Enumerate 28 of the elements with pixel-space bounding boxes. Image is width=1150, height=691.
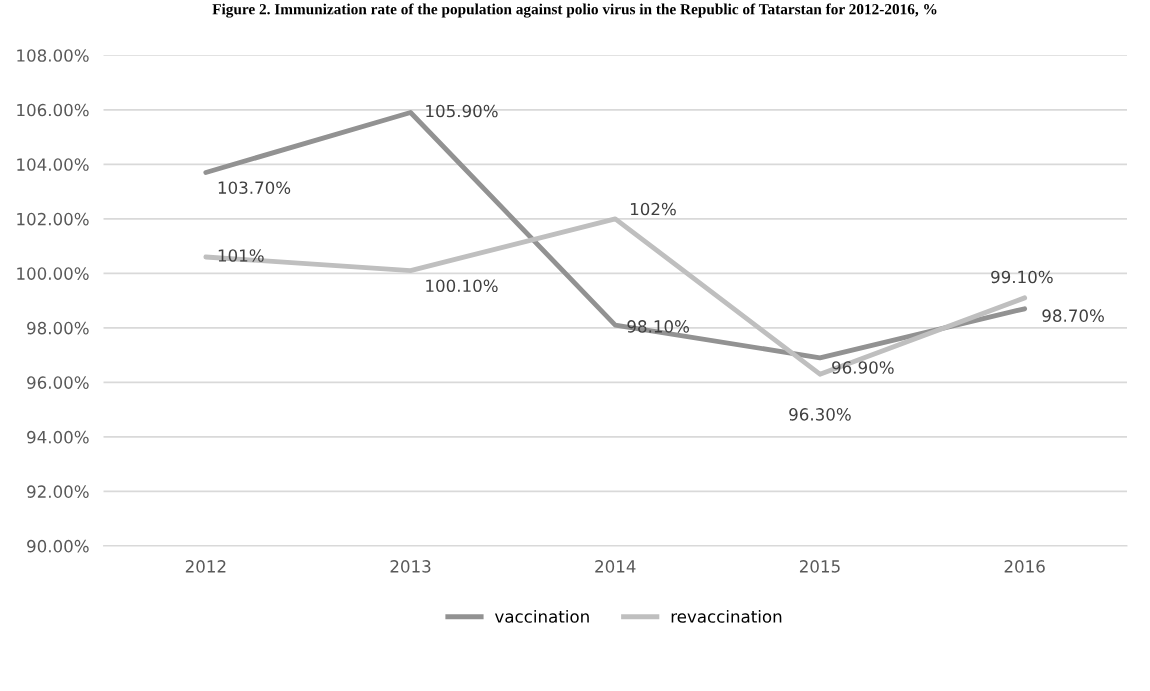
- y-tick-label: 104.00%: [17, 158, 89, 171]
- y-tick-label: 96.00%: [27, 376, 89, 389]
- data-label: 103.70%: [218, 181, 291, 194]
- data-label: 96.90%: [832, 361, 894, 374]
- data-label: 99.10%: [991, 270, 1053, 284]
- y-tick-label: 98.00%: [27, 321, 89, 335]
- x-tick-label: 2012: [185, 560, 226, 573]
- x-tick-label: 2013: [390, 560, 431, 573]
- legend-label: revaccination: [671, 609, 782, 623]
- y-tick-label: 100.00%: [17, 267, 89, 280]
- data-label: 98.70%: [1042, 309, 1104, 322]
- legend-label: vaccination: [494, 609, 589, 623]
- data-label: 101%: [218, 249, 264, 262]
- y-tick-label: 106.00%: [17, 103, 89, 117]
- y-tick-label: 94.00%: [27, 430, 89, 444]
- x-tick-label: 2016: [1004, 560, 1045, 573]
- data-label: 96.30%: [789, 408, 851, 421]
- data-label: 100.10%: [426, 279, 498, 293]
- y-tick-label: 108.00%: [17, 49, 89, 62]
- data-label: 98.10%: [627, 320, 689, 333]
- chart-title: Figure 2. Immunization rate of the population against polio virus in the Republic of Tatarstan for 2012-2016, %: [212, 3, 937, 18]
- x-tick-label: 2014: [595, 560, 636, 573]
- y-tick-label: 102.00%: [17, 212, 89, 226]
- y-tick-label: 92.00%: [27, 485, 89, 498]
- data-label: 105.90%: [426, 104, 498, 118]
- x-tick-label: 2015: [799, 560, 840, 573]
- data-label: 102%: [630, 202, 676, 216]
- y-tick-label: 90.00%: [27, 539, 89, 553]
